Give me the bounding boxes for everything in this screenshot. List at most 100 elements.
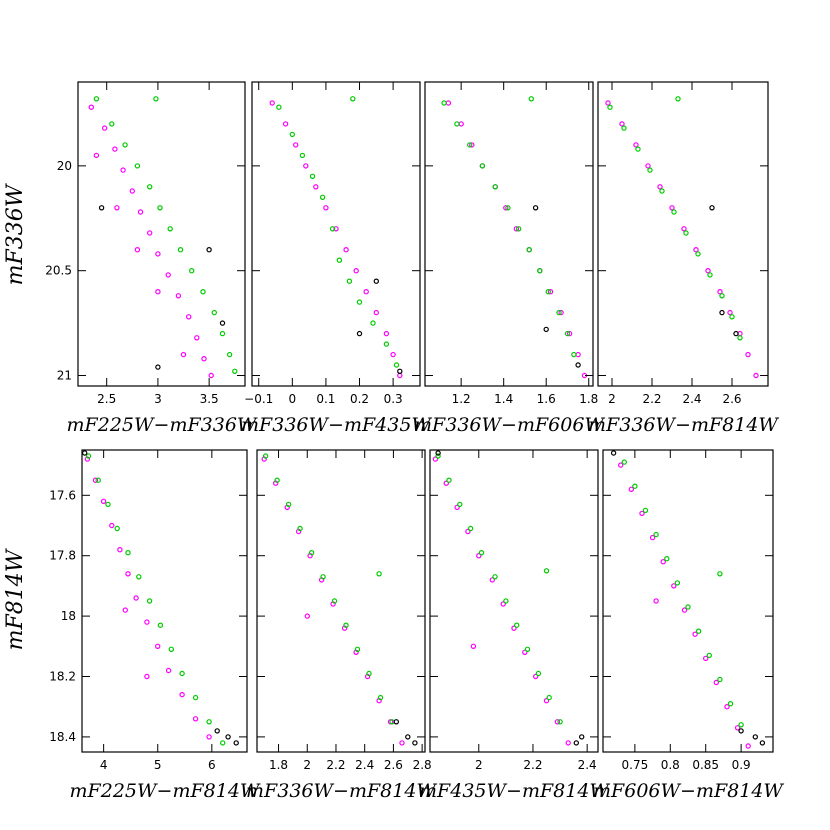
data-point: [225, 734, 231, 740]
data-point: [175, 293, 182, 299]
data-point: [105, 501, 111, 508]
plot-frame: [77, 81, 246, 387]
data-point: [535, 670, 542, 677]
data-point: [738, 728, 744, 734]
data-point: [683, 230, 689, 236]
data-point: [320, 574, 326, 580]
data-point: [146, 598, 153, 604]
top-row-y-label: mF336W: [3, 182, 28, 285]
x-tick-label: 1.8: [579, 392, 598, 406]
data-point: [454, 504, 460, 511]
data-point: [109, 522, 115, 529]
x-tick-label: 2.8: [413, 758, 432, 772]
data-point: [546, 694, 552, 701]
data-point: [511, 625, 517, 631]
data-point: [543, 568, 550, 574]
panel-7: 2 2.2 2.4 mF435W−mF814W: [419, 449, 610, 802]
x-axis-label: mF225W−mF814W: [70, 780, 261, 802]
data-point: [85, 453, 92, 459]
plots-group: 2.5 3 3.5 20 20.5 21 mF225W−mF336W −0.1 0 0.1 0.2 0…: [45, 81, 784, 802]
x-tick-label: 2.5: [97, 392, 116, 406]
data-point: [137, 209, 144, 215]
x-axis-label: mF336W−mF814W: [588, 414, 779, 436]
data-point: [146, 184, 153, 190]
data-point: [120, 167, 126, 173]
data-point: [543, 698, 550, 704]
data-point: [129, 188, 135, 194]
x-tick-label: 2: [475, 758, 483, 772]
data-point: [206, 734, 212, 740]
data-point: [397, 368, 403, 374]
data-point: [632, 483, 638, 489]
data-point: [566, 330, 573, 337]
data-point: [350, 96, 356, 102]
data-point: [155, 364, 161, 370]
x-tick-label: 6: [208, 758, 216, 772]
data-point: [101, 125, 108, 131]
data-point: [675, 96, 681, 102]
data-point: [95, 477, 101, 483]
data-point: [299, 152, 306, 159]
data-point: [707, 272, 713, 278]
data-point: [674, 580, 681, 586]
data-point: [752, 734, 759, 740]
data-point: [522, 649, 528, 656]
x-tick-label: 1.2: [452, 392, 471, 406]
data-point: [331, 598, 338, 604]
x-axis-label: mF336W−mF814W: [246, 780, 437, 802]
data-point: [84, 456, 91, 462]
data-point: [165, 667, 172, 674]
data-point: [155, 289, 161, 295]
data-point: [489, 577, 495, 583]
data-point: [514, 622, 520, 628]
data-point: [532, 205, 539, 211]
data-point: [293, 142, 299, 148]
data-point: [649, 534, 656, 541]
y-tick-label: 20: [57, 159, 72, 173]
data-point: [478, 550, 485, 556]
data-point: [727, 701, 734, 707]
data-point: [470, 643, 477, 650]
x-tick-label: 2: [303, 758, 311, 772]
data-point: [100, 498, 107, 504]
data-point: [133, 595, 139, 601]
data-point: [543, 326, 549, 333]
y-tick-label: 21: [57, 369, 72, 383]
data-point: [333, 226, 339, 232]
data-point: [645, 163, 651, 169]
data-point: [621, 459, 628, 465]
data-point: [233, 740, 239, 746]
data-point: [117, 547, 123, 553]
data-point: [659, 188, 665, 194]
y-tick-label: 17.6: [49, 488, 76, 502]
data-point: [435, 450, 441, 456]
data-point: [146, 230, 153, 236]
data-point: [719, 293, 725, 299]
data-point: [653, 598, 659, 604]
data-point: [363, 289, 369, 295]
data-point: [309, 173, 316, 179]
data-point: [329, 226, 336, 232]
data-point: [125, 571, 131, 577]
plot-frame: [602, 449, 774, 753]
data-point: [165, 272, 171, 278]
x-axis-label: mF225W−mF336W: [67, 414, 258, 436]
data-point: [211, 309, 217, 316]
data-point: [500, 601, 506, 607]
data-point: [575, 362, 581, 368]
data-point: [219, 740, 226, 746]
data-point: [125, 550, 131, 556]
panel-2: −0.1 0 0.1 0.2 0.3 mF336W−mF435W: [241, 81, 432, 436]
x-tick-label: 2.4: [355, 758, 374, 772]
data-point: [717, 571, 723, 577]
data-point: [745, 743, 751, 749]
data-point: [705, 268, 711, 274]
data-point: [112, 146, 118, 152]
data-point: [653, 531, 659, 538]
data-point: [136, 574, 142, 580]
data-point: [669, 205, 675, 211]
data-point: [192, 716, 199, 722]
data-point: [692, 631, 698, 637]
data-point: [153, 96, 159, 102]
